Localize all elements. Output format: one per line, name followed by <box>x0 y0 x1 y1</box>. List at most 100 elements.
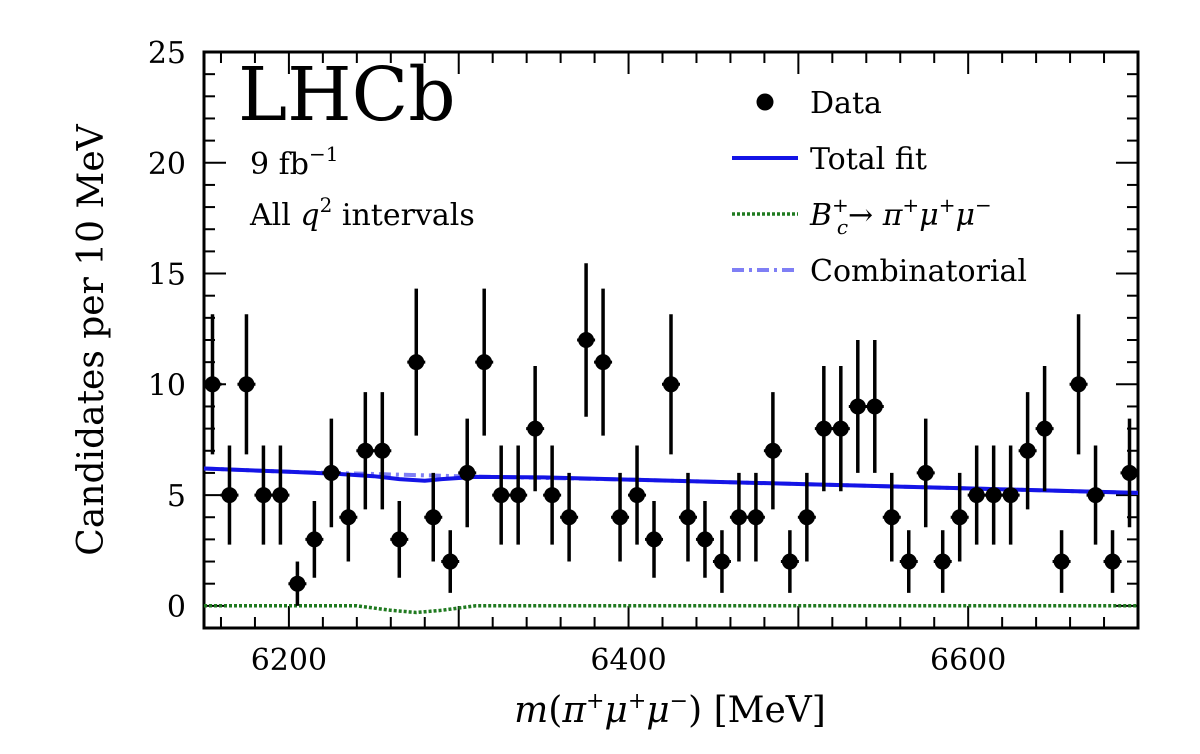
x-title-mu1-charge: + <box>628 689 646 714</box>
x-title-unit: [MeV] <box>702 690 826 731</box>
data-point <box>493 487 510 504</box>
legend-signal-mu1-charge: + <box>939 193 956 217</box>
x-tick-label: 6400 <box>590 643 666 678</box>
legend-signal-mu2-charge: − <box>975 193 992 217</box>
data-point <box>1002 487 1019 504</box>
x-title-open: ( <box>548 690 562 731</box>
data-point <box>1036 420 1053 437</box>
data-point <box>1019 442 1036 459</box>
data-point <box>832 420 849 437</box>
legend-signal-sup: + <box>832 193 849 217</box>
luminosity-exponent: −1 <box>309 142 338 166</box>
y-tick-label: 15 <box>148 258 186 293</box>
data-point <box>951 509 968 526</box>
data-point <box>408 354 425 371</box>
data-point <box>374 442 391 459</box>
data-point <box>221 487 238 504</box>
data-point <box>204 376 221 393</box>
data-point <box>934 553 951 570</box>
data-point <box>883 509 900 526</box>
data-point <box>917 464 934 481</box>
x-title-mu2-charge: − <box>670 689 688 714</box>
data-point <box>764 442 781 459</box>
legend-signal-pi-charge: + <box>902 193 919 217</box>
data-point <box>663 376 679 393</box>
data-point <box>730 509 747 526</box>
legend-signal-arrow: → <box>848 198 873 233</box>
data-point <box>747 509 764 526</box>
data-point <box>255 487 272 504</box>
data-point <box>798 509 815 526</box>
data-point <box>1121 464 1138 481</box>
data-point <box>849 398 866 415</box>
x-tick-label: 6200 <box>251 643 327 678</box>
y-tick-label: 25 <box>148 36 186 71</box>
legend-data-marker <box>756 93 774 111</box>
legend-signal-pi: π <box>873 198 904 233</box>
data-point <box>340 509 357 526</box>
data-point <box>781 553 798 570</box>
data-point <box>629 487 646 504</box>
data-point <box>696 531 713 548</box>
data-point <box>612 509 629 526</box>
data-point <box>425 509 442 526</box>
x-title-close: ) <box>688 690 702 731</box>
selection-prefix: All <box>249 198 300 233</box>
legend-signal-mu2: μ <box>955 198 975 233</box>
data-point <box>357 442 374 459</box>
data-point <box>595 354 612 371</box>
legend-combinatorial-label: Combinatorial <box>810 254 1027 289</box>
data-point <box>289 575 306 592</box>
data-point <box>578 332 595 348</box>
data-point <box>866 398 883 415</box>
data-point <box>968 487 985 504</box>
data-point <box>272 487 289 504</box>
y-tick-label: 20 <box>148 147 186 182</box>
selection-suffix: intervals <box>332 198 474 233</box>
data-point <box>679 509 696 526</box>
legend-signal-B: B <box>809 198 832 233</box>
x-tick-label: 6600 <box>930 643 1006 678</box>
data-point <box>1087 487 1104 504</box>
x-title-mu2: μ <box>646 690 669 731</box>
data-point <box>476 354 493 371</box>
data-point <box>238 376 255 393</box>
x-title-pi: π <box>561 690 587 731</box>
legend-signal-label: B+ c→ π+μ+μ− <box>809 193 992 239</box>
x-title-m: m <box>514 690 548 731</box>
data-point <box>1070 376 1087 393</box>
x-title-pi-charge: + <box>586 689 604 714</box>
data-point <box>527 420 544 437</box>
selection-label: All q2 intervals <box>249 193 475 233</box>
x-axis-title: m(π+μ+μ−) [MeV] <box>514 689 826 731</box>
y-tick-label: 0 <box>167 590 186 625</box>
luminosity-label: 9 fb−1 <box>250 142 338 182</box>
legend-total-fit-label: Total fit <box>810 142 927 177</box>
data-point <box>459 464 476 481</box>
y-tick-label: 5 <box>167 479 186 514</box>
experiment-label: LHCb <box>238 52 456 138</box>
luminosity-value: 9 fb <box>250 147 309 182</box>
data-point <box>646 531 663 548</box>
data-point <box>1053 553 1070 570</box>
data-point <box>391 531 408 548</box>
data-point <box>544 487 561 504</box>
data-point <box>1104 553 1121 570</box>
y-axis-title: Candidates per 10 MeV <box>71 123 112 555</box>
data-point <box>713 553 730 570</box>
data-point <box>985 487 1002 504</box>
data-point <box>815 420 832 437</box>
data-point <box>561 509 578 526</box>
selection-exponent: 2 <box>320 193 333 217</box>
data-point <box>510 487 527 504</box>
legend-data-label: Data <box>810 86 882 121</box>
legend-signal-sub: c <box>837 215 848 239</box>
data-point <box>900 553 917 570</box>
x-title-mu1: μ <box>604 690 627 731</box>
data-point <box>306 531 323 548</box>
legend-signal-mu1: μ <box>919 198 939 233</box>
data-point <box>323 464 340 481</box>
y-tick-label: 10 <box>148 368 186 403</box>
